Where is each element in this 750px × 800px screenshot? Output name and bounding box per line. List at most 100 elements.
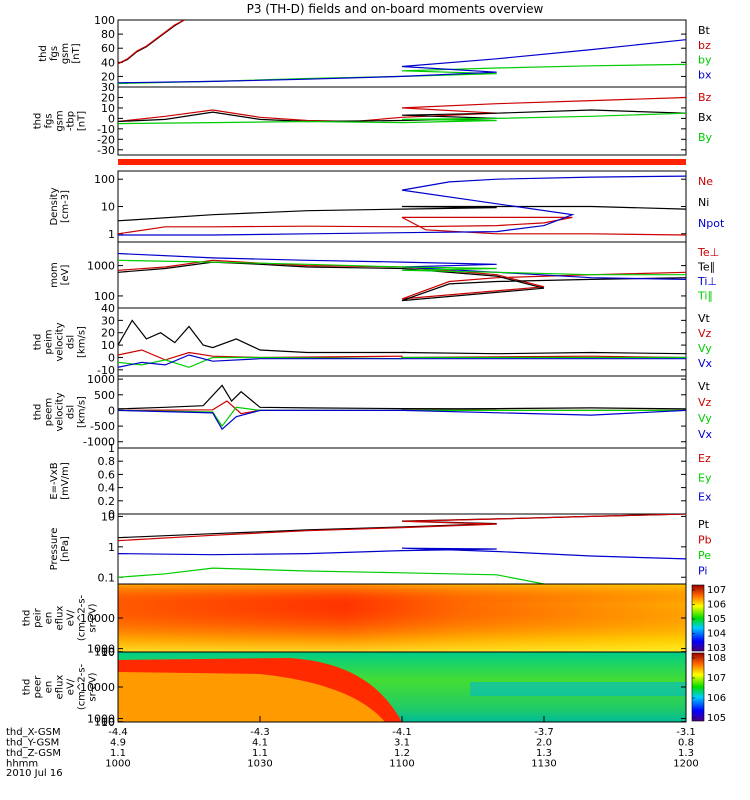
figure-title: P3 (TH-D) fields and on-board moments ov… bbox=[247, 2, 544, 16]
y-axis-label: fgs bbox=[43, 113, 54, 128]
y-axis-label: velocity bbox=[54, 322, 65, 361]
y-axis-label: eflux bbox=[54, 675, 65, 700]
x-row-value: 4.1 bbox=[252, 738, 268, 749]
colorbar-label: 104 bbox=[707, 629, 726, 640]
series-group bbox=[118, 20, 686, 85]
legend-Bt: Bt bbox=[698, 24, 711, 37]
y-tick-label: 0.4 bbox=[98, 482, 116, 495]
y-tick-label: 0 bbox=[108, 508, 115, 521]
y-axis-label: thd bbox=[21, 610, 32, 627]
legend-Ez: Ez bbox=[698, 452, 711, 465]
y-tick-label: 100 bbox=[94, 716, 115, 729]
colorbar-label: 103 bbox=[707, 643, 726, 654]
legend-Vz: Vz bbox=[698, 396, 712, 409]
y-tick-label: 0.6 bbox=[98, 468, 116, 481]
y-axis-label: fgs bbox=[49, 46, 60, 61]
y-tick-label: -500 bbox=[90, 420, 115, 433]
y-axis-label: thd bbox=[32, 404, 43, 421]
series-group bbox=[118, 319, 686, 368]
legend-Npot: Npot bbox=[698, 217, 725, 230]
legend-Vz: Vz bbox=[698, 327, 712, 340]
y-tick-label: -1000 bbox=[83, 436, 115, 449]
x-row-value: 1000 bbox=[105, 759, 130, 770]
colorbar-label: 105 bbox=[707, 614, 726, 625]
x-row-value: 1.2 bbox=[394, 748, 410, 759]
legend-Ne: Ne bbox=[698, 175, 713, 188]
y-tick-label: -20 bbox=[97, 133, 115, 146]
y-tick-label: 10 bbox=[101, 646, 115, 659]
series-Vz bbox=[118, 349, 686, 361]
x-row-label: thd_X-GSM bbox=[6, 727, 61, 738]
y-tick-label: 100 bbox=[94, 290, 115, 303]
y-axis-label: sr-eV) bbox=[87, 672, 98, 701]
y-tick-label: -10 bbox=[97, 123, 115, 136]
colorbar-9 bbox=[691, 584, 705, 652]
spectrogram-electron-cool bbox=[470, 682, 686, 696]
y-tick-label: 10000 bbox=[80, 612, 115, 625]
panel-6: -1000 -500 0 500 1000 thd peem velocity dsl [km/s… bbox=[32, 373, 712, 449]
panel-7: 00.20.40.60.81 E=-VxB [mV/m] Ez Ey Ex bbox=[49, 442, 712, 521]
legend-Ti⊥: Ti⊥ bbox=[697, 275, 717, 288]
legend-Pi: Pi bbox=[698, 565, 707, 578]
legend-Vt: Vt bbox=[698, 380, 711, 393]
series-group bbox=[118, 252, 686, 302]
y-tick-label: 0.8 bbox=[98, 455, 116, 468]
legend-Pe: Pe bbox=[698, 549, 711, 562]
y-tick-label: 20 bbox=[101, 327, 115, 340]
y-axis-label: en bbox=[43, 612, 54, 625]
y-tick-label: 10000 bbox=[80, 681, 115, 694]
y-tick-label: 100 bbox=[94, 173, 115, 186]
legend-Vt: Vt bbox=[698, 312, 711, 325]
legend-Pb: Pb bbox=[698, 534, 712, 547]
legend-Ey: Ey bbox=[698, 471, 712, 484]
series-Vy bbox=[118, 406, 686, 428]
series-group bbox=[118, 173, 686, 237]
y-axis-label: [nT] bbox=[76, 111, 87, 131]
series-bx bbox=[118, 39, 686, 84]
y-axis-label: (cm^2-s- bbox=[76, 663, 87, 710]
legend-Ex: Ex bbox=[698, 491, 712, 504]
x-row-value: 0.8 bbox=[678, 738, 694, 749]
y-axis-label: [nT] bbox=[71, 43, 82, 63]
spectrogram-ion-shading bbox=[118, 584, 686, 652]
legend-Bx: Bx bbox=[698, 111, 713, 124]
y-axis-label: Density bbox=[49, 187, 60, 225]
y-tick-label: 10 bbox=[101, 510, 115, 523]
y-tick-label: 10 bbox=[101, 201, 115, 214]
y-axis-label: -tbp bbox=[65, 111, 76, 131]
y-axis-label: Pressure bbox=[49, 528, 60, 571]
panel-8: 0.1 1 10 Pressure [nPa] Pt Pb Pe Pi bbox=[49, 510, 712, 585]
series-Npot bbox=[118, 173, 686, 236]
panel-3: 1 10 100 Density [cm-3] Ne Ni Npot bbox=[49, 170, 725, 243]
y-axis-label: (cm^2-s- bbox=[76, 594, 87, 641]
y-tick-label: 10 bbox=[101, 716, 115, 729]
y-axis-label: [cm-3] bbox=[60, 190, 71, 223]
y-axis-label: sr-eV) bbox=[87, 603, 98, 632]
x-row-value: 1.3 bbox=[678, 748, 694, 759]
y-tick-label: 500 bbox=[94, 389, 115, 402]
y-tick-label: 0.1 bbox=[98, 571, 116, 584]
y-tick-label: 0 bbox=[108, 112, 115, 125]
legend-Ti∥: Ti∥ bbox=[697, 290, 713, 303]
colorbar-label: 108 bbox=[707, 653, 726, 664]
y-axis-label: [mV/m] bbox=[60, 462, 71, 500]
x-axis-layer: thd_X-GSM -4.4 -4.3 -4.1 -3.7 -3.1 thd_Y-GSM 4.… bbox=[6, 716, 699, 770]
y-tick-label: 100 bbox=[94, 646, 115, 659]
y-tick-label: 100 bbox=[94, 14, 115, 27]
series-Pt bbox=[118, 514, 686, 539]
series-Ni bbox=[118, 205, 686, 222]
y-axis-label: gsm bbox=[60, 43, 71, 64]
x-row-value: 1130 bbox=[531, 759, 556, 770]
series-Ti∥ bbox=[118, 259, 686, 277]
date-label: 2010 Jul 16 bbox=[6, 768, 63, 779]
y-tick-label: 40 bbox=[101, 302, 115, 315]
series-By bbox=[118, 107, 686, 125]
series-Bz bbox=[118, 90, 686, 123]
series-Vt bbox=[118, 384, 686, 410]
legend-bx: bx bbox=[698, 68, 712, 81]
legend-bz: bz bbox=[698, 39, 711, 52]
y-tick-label: 10 bbox=[101, 102, 115, 115]
